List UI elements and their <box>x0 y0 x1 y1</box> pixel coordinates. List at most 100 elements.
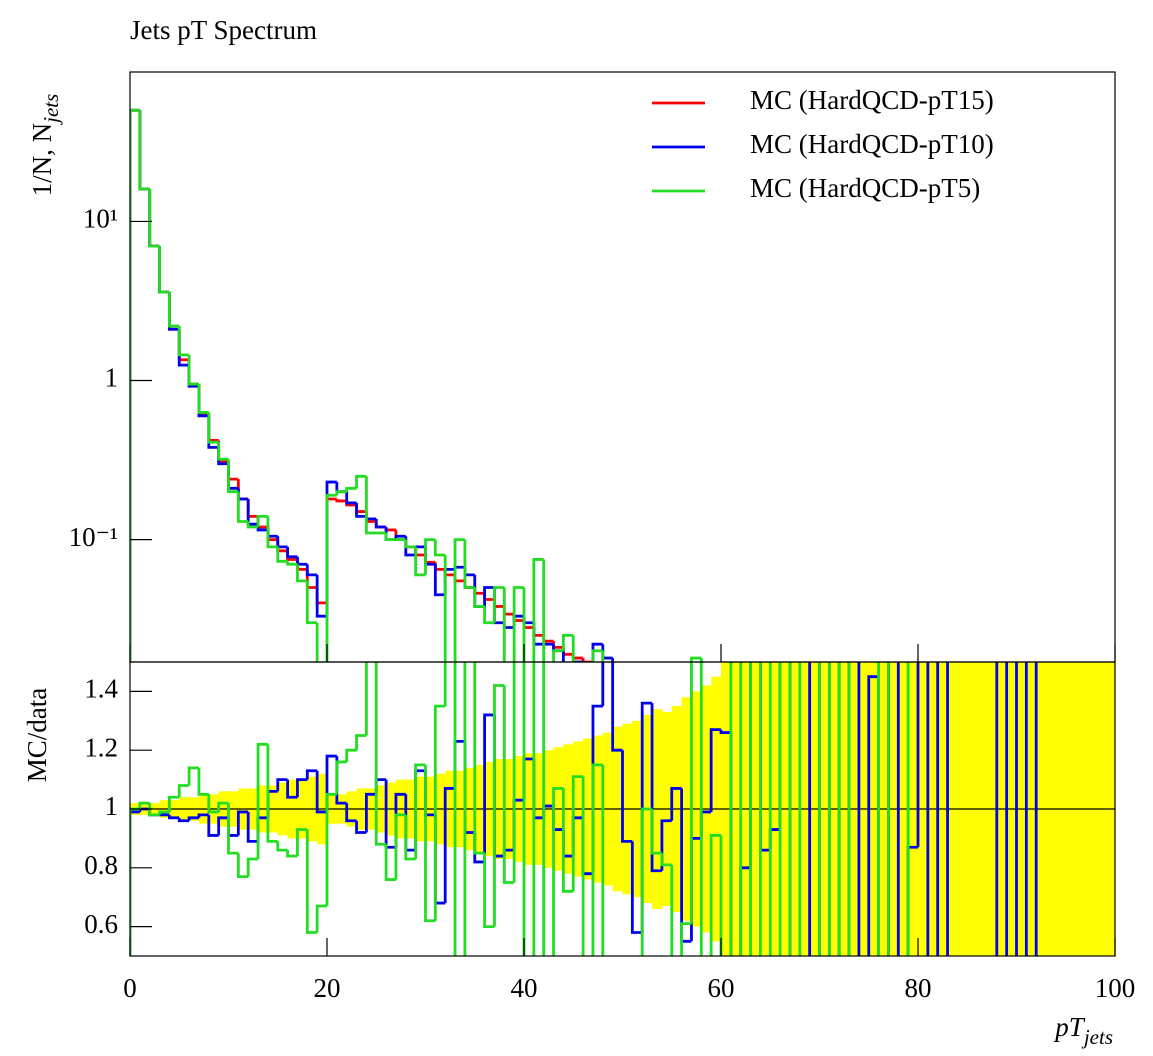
histogram-step <box>256 516 268 529</box>
histogram-step <box>837 662 841 956</box>
histogram-step <box>433 564 446 597</box>
histogram-step <box>236 810 249 836</box>
histogram-step <box>286 546 298 559</box>
histogram-step <box>276 536 288 549</box>
histogram-step <box>857 662 861 956</box>
histogram-step <box>424 555 436 564</box>
histogram-step <box>601 644 613 660</box>
histogram-step <box>335 760 347 795</box>
histogram-step <box>818 662 821 956</box>
histogram-step <box>887 662 890 956</box>
histogram-step <box>522 616 534 625</box>
histogram-step <box>315 574 327 618</box>
histogram-step <box>591 642 603 662</box>
histogram-step <box>187 766 199 786</box>
histogram-step <box>562 647 574 656</box>
histogram-step <box>246 811 259 843</box>
histogram-step <box>296 778 308 798</box>
histogram-step <box>623 671 633 686</box>
histogram-step <box>729 662 733 956</box>
histogram-step <box>877 662 880 956</box>
histogram-step <box>613 671 623 676</box>
histogram-step <box>158 246 170 294</box>
histogram-step <box>355 504 367 513</box>
histogram-step <box>463 539 475 589</box>
histogram-step <box>246 857 259 877</box>
histogram-step <box>493 599 505 608</box>
histogram-step <box>168 292 180 328</box>
histogram-step <box>335 498 347 503</box>
histogram-step <box>601 662 605 707</box>
histogram-step <box>562 633 574 651</box>
histogram-step <box>916 662 920 848</box>
histogram-step <box>138 110 150 191</box>
histogram-step <box>630 841 643 934</box>
histogram-step <box>867 675 879 956</box>
histogram-step <box>552 649 564 662</box>
histogram-step <box>130 108 140 662</box>
x-axis-label-main: pT <box>1053 1012 1086 1042</box>
histogram-step <box>591 649 603 662</box>
histogram-step <box>187 359 199 386</box>
x-tick-label: 40 <box>511 973 538 1003</box>
histogram-step <box>296 564 308 583</box>
histogram-step <box>571 635 575 662</box>
histogram-step <box>502 622 515 629</box>
legend-label: MC (HardQCD-pT5) <box>750 173 980 203</box>
histogram-step <box>345 486 357 492</box>
histogram-step <box>680 922 692 956</box>
x-tick-label: 100 <box>1095 973 1136 1003</box>
histogram-step <box>130 108 140 662</box>
histogram-step <box>187 354 199 386</box>
histogram-step <box>246 521 259 529</box>
histogram-step <box>709 728 721 812</box>
histogram-step <box>305 569 318 589</box>
histogram-step <box>256 742 268 859</box>
histogram-step <box>404 539 416 549</box>
histogram-step <box>788 662 792 956</box>
histogram-step <box>522 662 526 956</box>
ratio-axis-label: MC/data <box>22 688 52 783</box>
y-tick-label: 1 <box>105 791 119 821</box>
histogram-step <box>542 662 546 956</box>
histogram-step <box>246 498 259 526</box>
histogram-step <box>473 574 485 608</box>
histogram-step <box>394 529 406 541</box>
histogram-step <box>532 627 544 637</box>
histogram-step <box>384 533 396 541</box>
histogram-step <box>130 810 140 956</box>
histogram-step <box>623 985 633 1014</box>
histogram-step <box>286 561 298 566</box>
legend-label: MC (HardQCD-pT15) <box>750 85 994 115</box>
histogram-step <box>365 476 377 535</box>
histogram-step <box>709 834 721 956</box>
histogram-step <box>168 814 180 820</box>
histogram-step <box>197 767 209 796</box>
y-tick-label: 1.4 <box>84 674 118 704</box>
histogram-step <box>670 864 674 956</box>
histogram-step <box>512 586 524 662</box>
histogram-step <box>296 556 308 566</box>
histogram-step <box>936 662 940 956</box>
histogram-step <box>130 108 140 662</box>
histogram-step <box>158 246 170 294</box>
histogram-step <box>532 558 544 662</box>
histogram-step <box>611 658 615 662</box>
histogram-step <box>640 807 653 956</box>
histogram-step <box>266 516 278 549</box>
histogram-step <box>463 567 475 577</box>
histogram-step <box>493 684 505 927</box>
histogram-step <box>800 985 810 1014</box>
plot-frame <box>129 71 1116 663</box>
histogram-step <box>276 539 288 553</box>
histogram-step <box>483 586 495 607</box>
histogram-step <box>532 622 544 646</box>
histogram-step <box>148 188 160 248</box>
histogram-step <box>365 516 377 521</box>
histogram-step <box>433 704 446 921</box>
histogram-step <box>315 770 327 814</box>
histogram-step <box>158 810 170 815</box>
y-tick-label: 0.6 <box>84 909 118 939</box>
histogram-step <box>148 188 160 248</box>
histogram-step <box>315 587 327 605</box>
